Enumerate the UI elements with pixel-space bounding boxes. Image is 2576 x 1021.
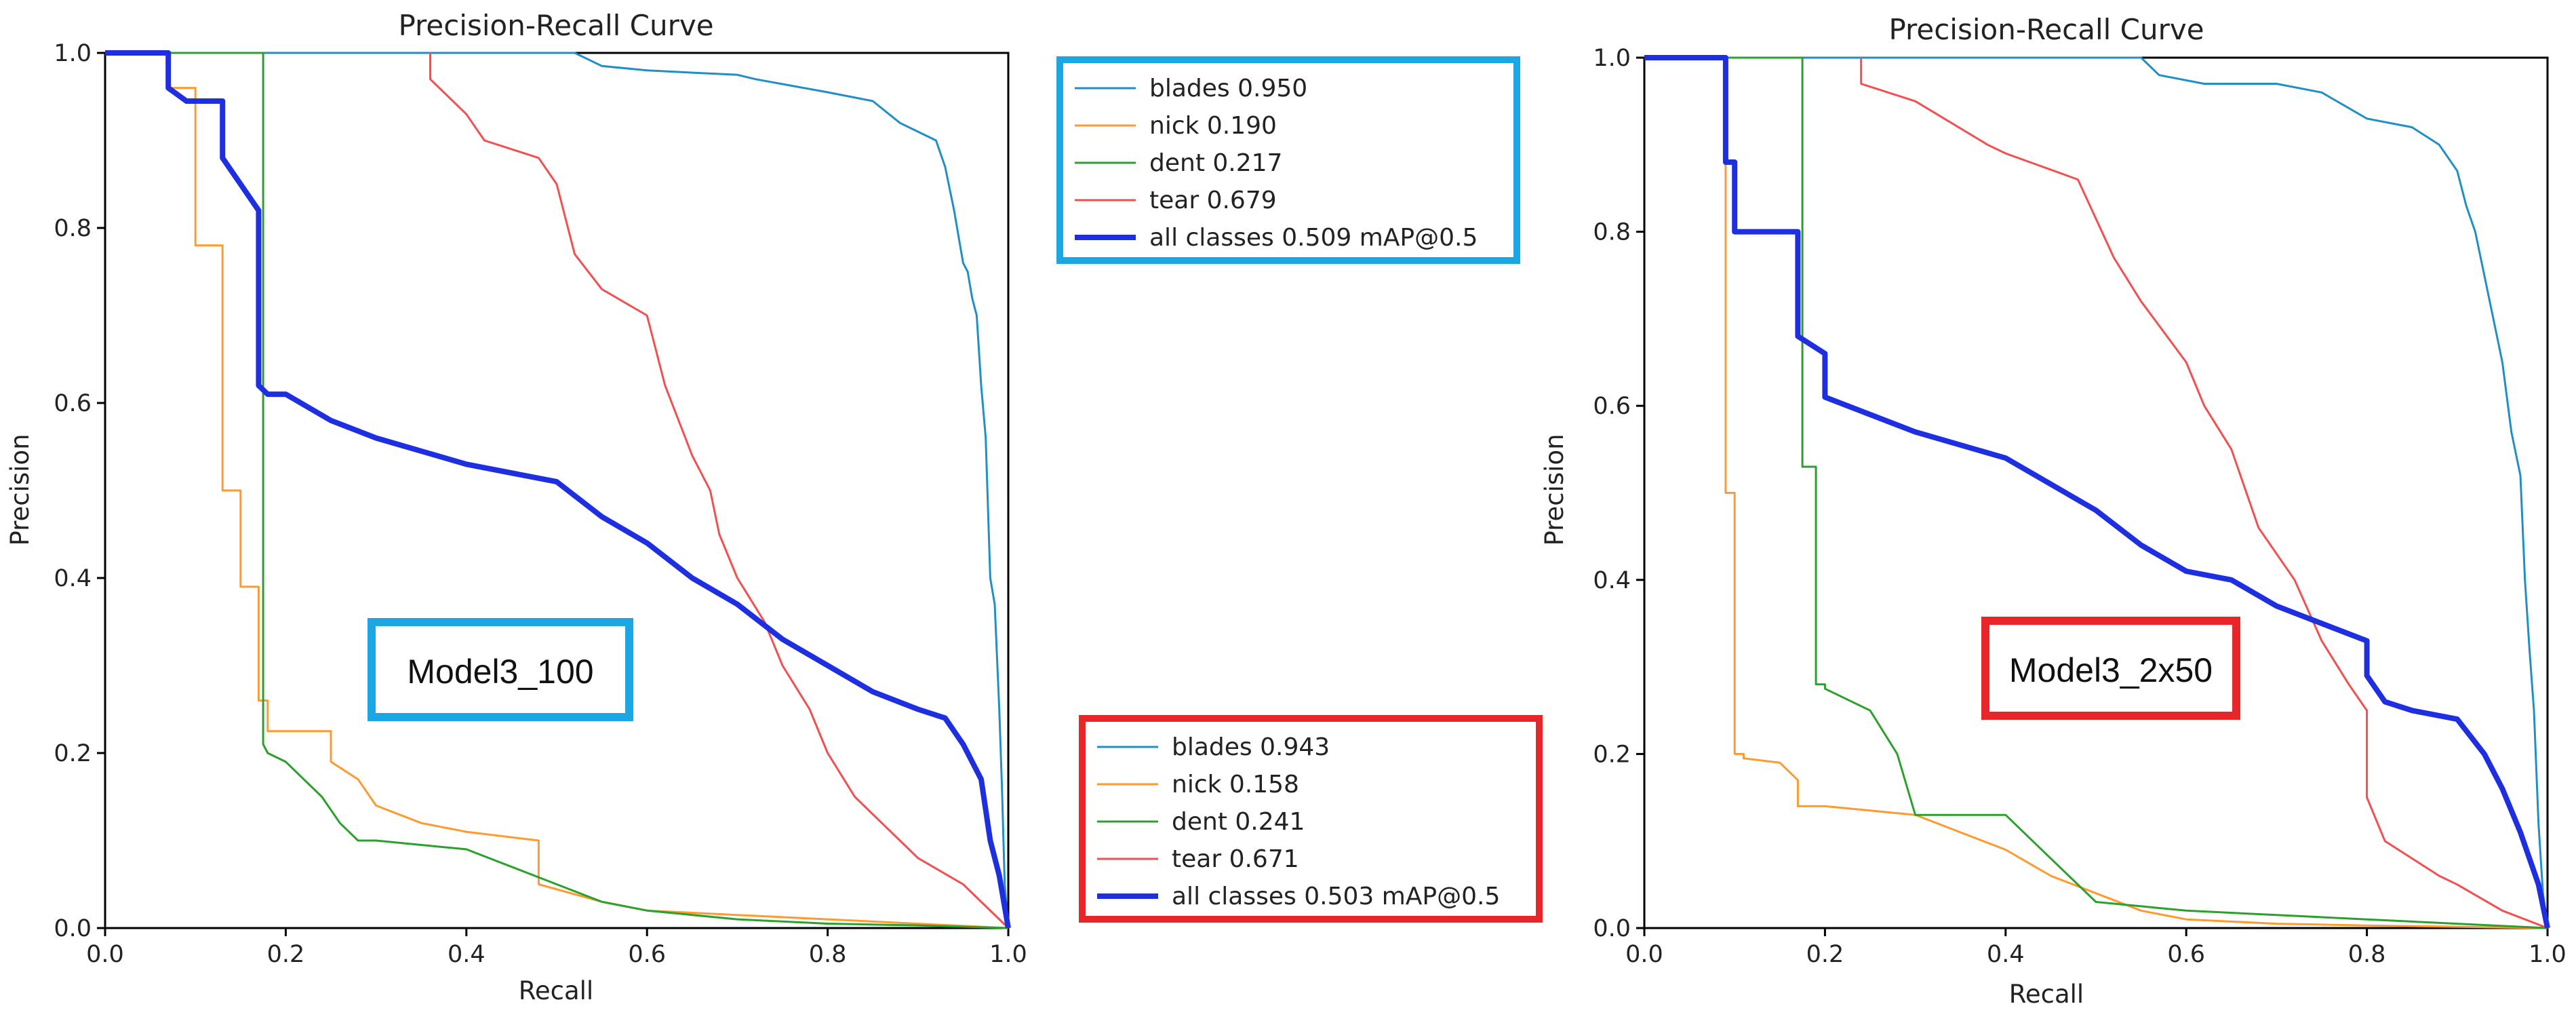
legend-bottom-entry-dent: dent 0.241 [1172,808,1305,836]
left-x-tick-label: 0.4 [448,941,486,968]
legend-bottom-frame [1079,715,1543,923]
right-y-ticks: 0.0 0.2 0.4 0.6 0.8 1.0 [1593,45,1644,942]
right-y-tick-label: 1.0 [1593,45,1631,72]
right-series-blades-line [1644,56,2549,929]
right-series-dent-line [1644,56,2548,929]
legend-model3-2x50: blades 0.943 nick 0.158 dent 0.241 tear 0.6… [1079,715,1543,923]
left-y-ticks: 0.0 0.2 0.4 0.6 0.8 1.0 [54,40,105,942]
right-x-ticks: 0.0 0.2 0.4 0.6 0.8 1.0 [1625,928,2567,968]
left-x-tick-label: 0.2 [267,941,305,968]
right-y-tick-label: 0.2 [1593,741,1631,768]
right-x-tick-label: 0.6 [2167,941,2205,968]
right-y-tick-label: 0.6 [1593,393,1631,420]
left-model-label: Model3_100 [407,653,593,691]
left-x-ticks: 0.0 0.2 0.4 0.6 0.8 1.0 [86,928,1027,968]
legend-model3-100: blades 0.950 nick 0.190 dent 0.217 tear 0.6… [1056,56,1520,264]
left-model-label-box [368,618,633,721]
legend-top-entry-blades: blades 0.950 [1149,75,1307,102]
right-y-tick-label: 0.8 [1593,219,1631,246]
legend-bottom-entry-blades: blades 0.943 [1172,733,1330,761]
left-x-tick-label: 0.0 [86,941,124,968]
left-y-tick-label: 0.0 [54,915,92,942]
right-x-axis-label: Recall [2009,980,2084,1009]
legend-top-entry-tear: tear 0.679 [1149,187,1277,214]
left-pr-chart: Precision-Recall Curve 0.0 0.2 0.4 0.6 0.8 1.… [5,9,1027,1005]
right-x-tick-label: 0.2 [1806,941,1844,968]
right-axes-frame [1643,56,2549,929]
right-series-group [1644,55,2550,929]
left-y-axis-label: Precision [5,434,35,545]
right-chart-title: Precision-Recall Curve [1888,13,2204,46]
right-x-tick-label: 0.4 [1987,941,2025,968]
right-y-axis-label: Precision [1540,434,1569,545]
left-y-tick-label: 0.4 [54,565,92,592]
left-y-tick-label: 0.8 [54,215,92,242]
left-series-blades-line [105,52,1010,929]
legend-top-entry-all: all classes 0.509 mAP@0.5 [1149,224,1478,252]
left-series-group [105,50,1011,929]
left-x-axis-label: Recall [519,976,593,1005]
right-series-tear-line [1860,58,2548,929]
right-x-tick-label: 0.8 [2348,941,2386,968]
right-model-label-box [1981,617,2240,720]
left-series-nick-line [105,52,1009,929]
legend-bottom-entry-tear: tear 0.671 [1172,845,1299,873]
left-series-dent-line [105,52,1009,929]
legend-top-frame [1056,56,1520,264]
right-series-all-line [1644,55,2550,929]
right-pr-chart: Precision-Recall Curve 0.0 0.2 0.4 0.6 0.8 1.… [1540,13,2567,1009]
left-x-tick-label: 0.8 [809,941,847,968]
right-x-tick-label: 0.0 [1625,941,1663,968]
left-y-tick-label: 1.0 [54,40,92,67]
right-plot-border [1643,56,2549,929]
legend-bottom-entry-all: all classes 0.503 mAP@0.5 [1172,883,1500,910]
right-model-label: Model3_2x50 [2009,651,2213,689]
left-chart-title: Precision-Recall Curve [398,9,713,42]
right-series-nick-line [1644,56,2548,929]
right-y-tick-label: 0.0 [1593,915,1631,942]
right-x-tick-label: 1.0 [2529,941,2567,968]
right-y-tick-label: 0.4 [1593,567,1631,594]
left-x-tick-label: 0.6 [628,941,666,968]
legend-top-entry-dent: dent 0.217 [1149,149,1282,177]
legend-top-entry-nick: nick 0.190 [1149,112,1277,140]
left-series-all-line [105,50,1011,929]
left-x-tick-label: 1.0 [989,941,1027,968]
left-y-tick-label: 0.2 [54,740,92,767]
left-y-tick-label: 0.6 [54,390,92,417]
left-series-tear-line [429,53,1010,929]
legend-bottom-entry-nick: nick 0.158 [1172,771,1299,798]
